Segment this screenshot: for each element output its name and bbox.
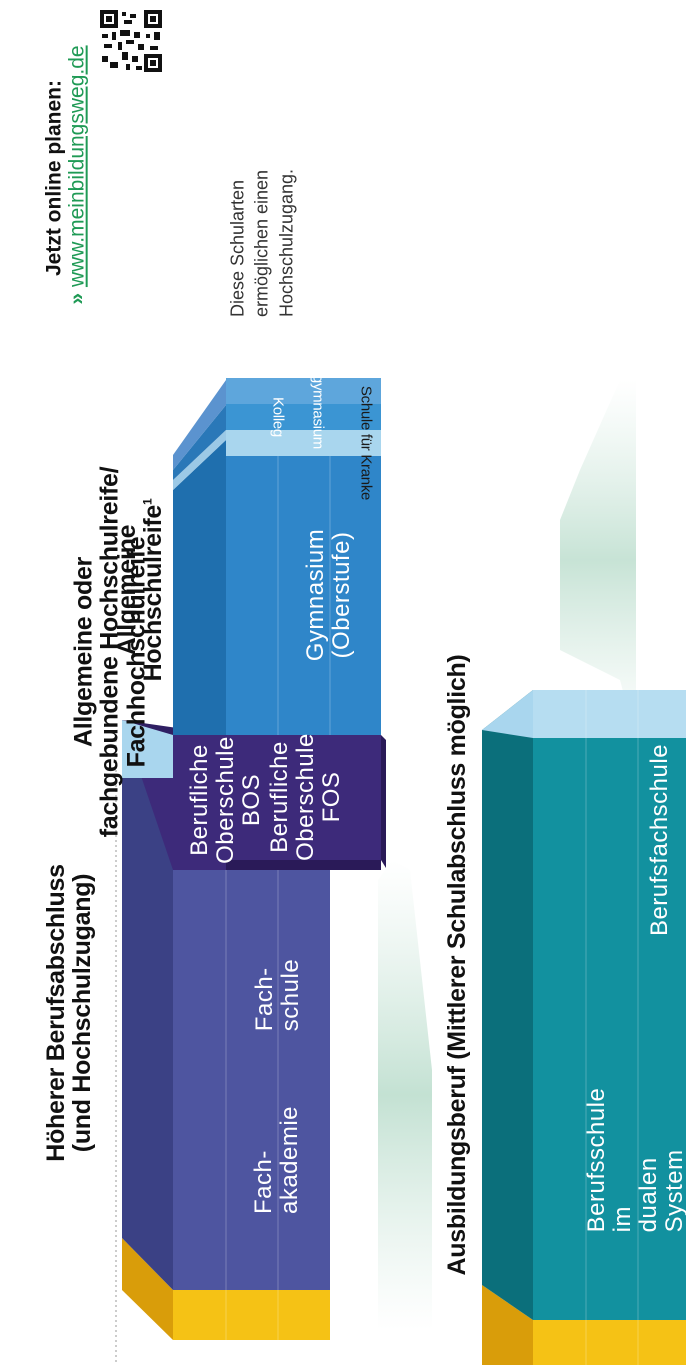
- stripe-schule-kranke: [226, 430, 381, 456]
- teal-side: [482, 690, 533, 1320]
- label-fos: Berufliche Oberschule FOS: [266, 733, 345, 861]
- yellow-base-upper: [173, 1290, 330, 1340]
- light-blue-slant: [122, 720, 173, 778]
- online-link-row: » www.meinbildungsweg.de: [65, 45, 90, 305]
- label-gymnasium: Gymnasium (Oberstufe): [302, 528, 355, 662]
- note-hochschulzugang: Diese Schularten ermöglichen einen Hochs…: [227, 168, 297, 318]
- blue-side: [173, 440, 226, 735]
- navy-side: [122, 750, 173, 1290]
- arrow-shape-upper: [560, 380, 636, 740]
- blue-slant-c: [173, 380, 226, 470]
- label-fachschule: Fach- schule: [251, 958, 304, 1032]
- berufsschule-block: [533, 738, 686, 1320]
- heading-ausbildungsberuf: Ausbildungsberuf (Mittlerer Schulabschlu…: [442, 654, 471, 1276]
- heading-hoeherer-berufsabschluss: Höherer Berufsabschluss (und Hochschulzu…: [41, 864, 96, 1162]
- footnote-marker: 1: [140, 498, 155, 505]
- label-fachakademie: Fach- akademie: [250, 1105, 303, 1215]
- label-abendgymnasium: Abendgymnasium: [309, 333, 327, 449]
- fos-bottom: [226, 860, 381, 870]
- yellow-side-lower: [482, 1285, 533, 1365]
- yellow-base-lower: [533, 1320, 686, 1365]
- fos-block: [226, 735, 381, 860]
- stripe-kolleg: [226, 404, 381, 430]
- arrow-shape-lower: [378, 860, 432, 1330]
- online-heading: Jetzt online planen:: [42, 79, 66, 277]
- label-schule-fuer-kranke: Schule für Kranke: [357, 385, 375, 501]
- stripe-abendgymnasium: [226, 378, 381, 404]
- website-link[interactable]: www.meinbildungsweg.de: [65, 45, 89, 288]
- blue-slant-a: [173, 430, 226, 490]
- label-berufsschule: Berufsschule im dualen System: [583, 1087, 686, 1233]
- link-prefix-icon: »: [65, 292, 89, 305]
- label-kolleg: Kolleg: [269, 397, 287, 437]
- blue-slant-b: [173, 405, 226, 480]
- label-bos: Berufliche Oberschule BOS: [186, 736, 265, 864]
- heading-allgemeine-hochschulreife: Allgemeine Hochschulreife1: [112, 498, 167, 682]
- label-berufsfachschule: Berufsfachschule: [646, 743, 674, 937]
- qr-code-icon: [100, 10, 162, 72]
- yellow-side-upper: [122, 1238, 173, 1340]
